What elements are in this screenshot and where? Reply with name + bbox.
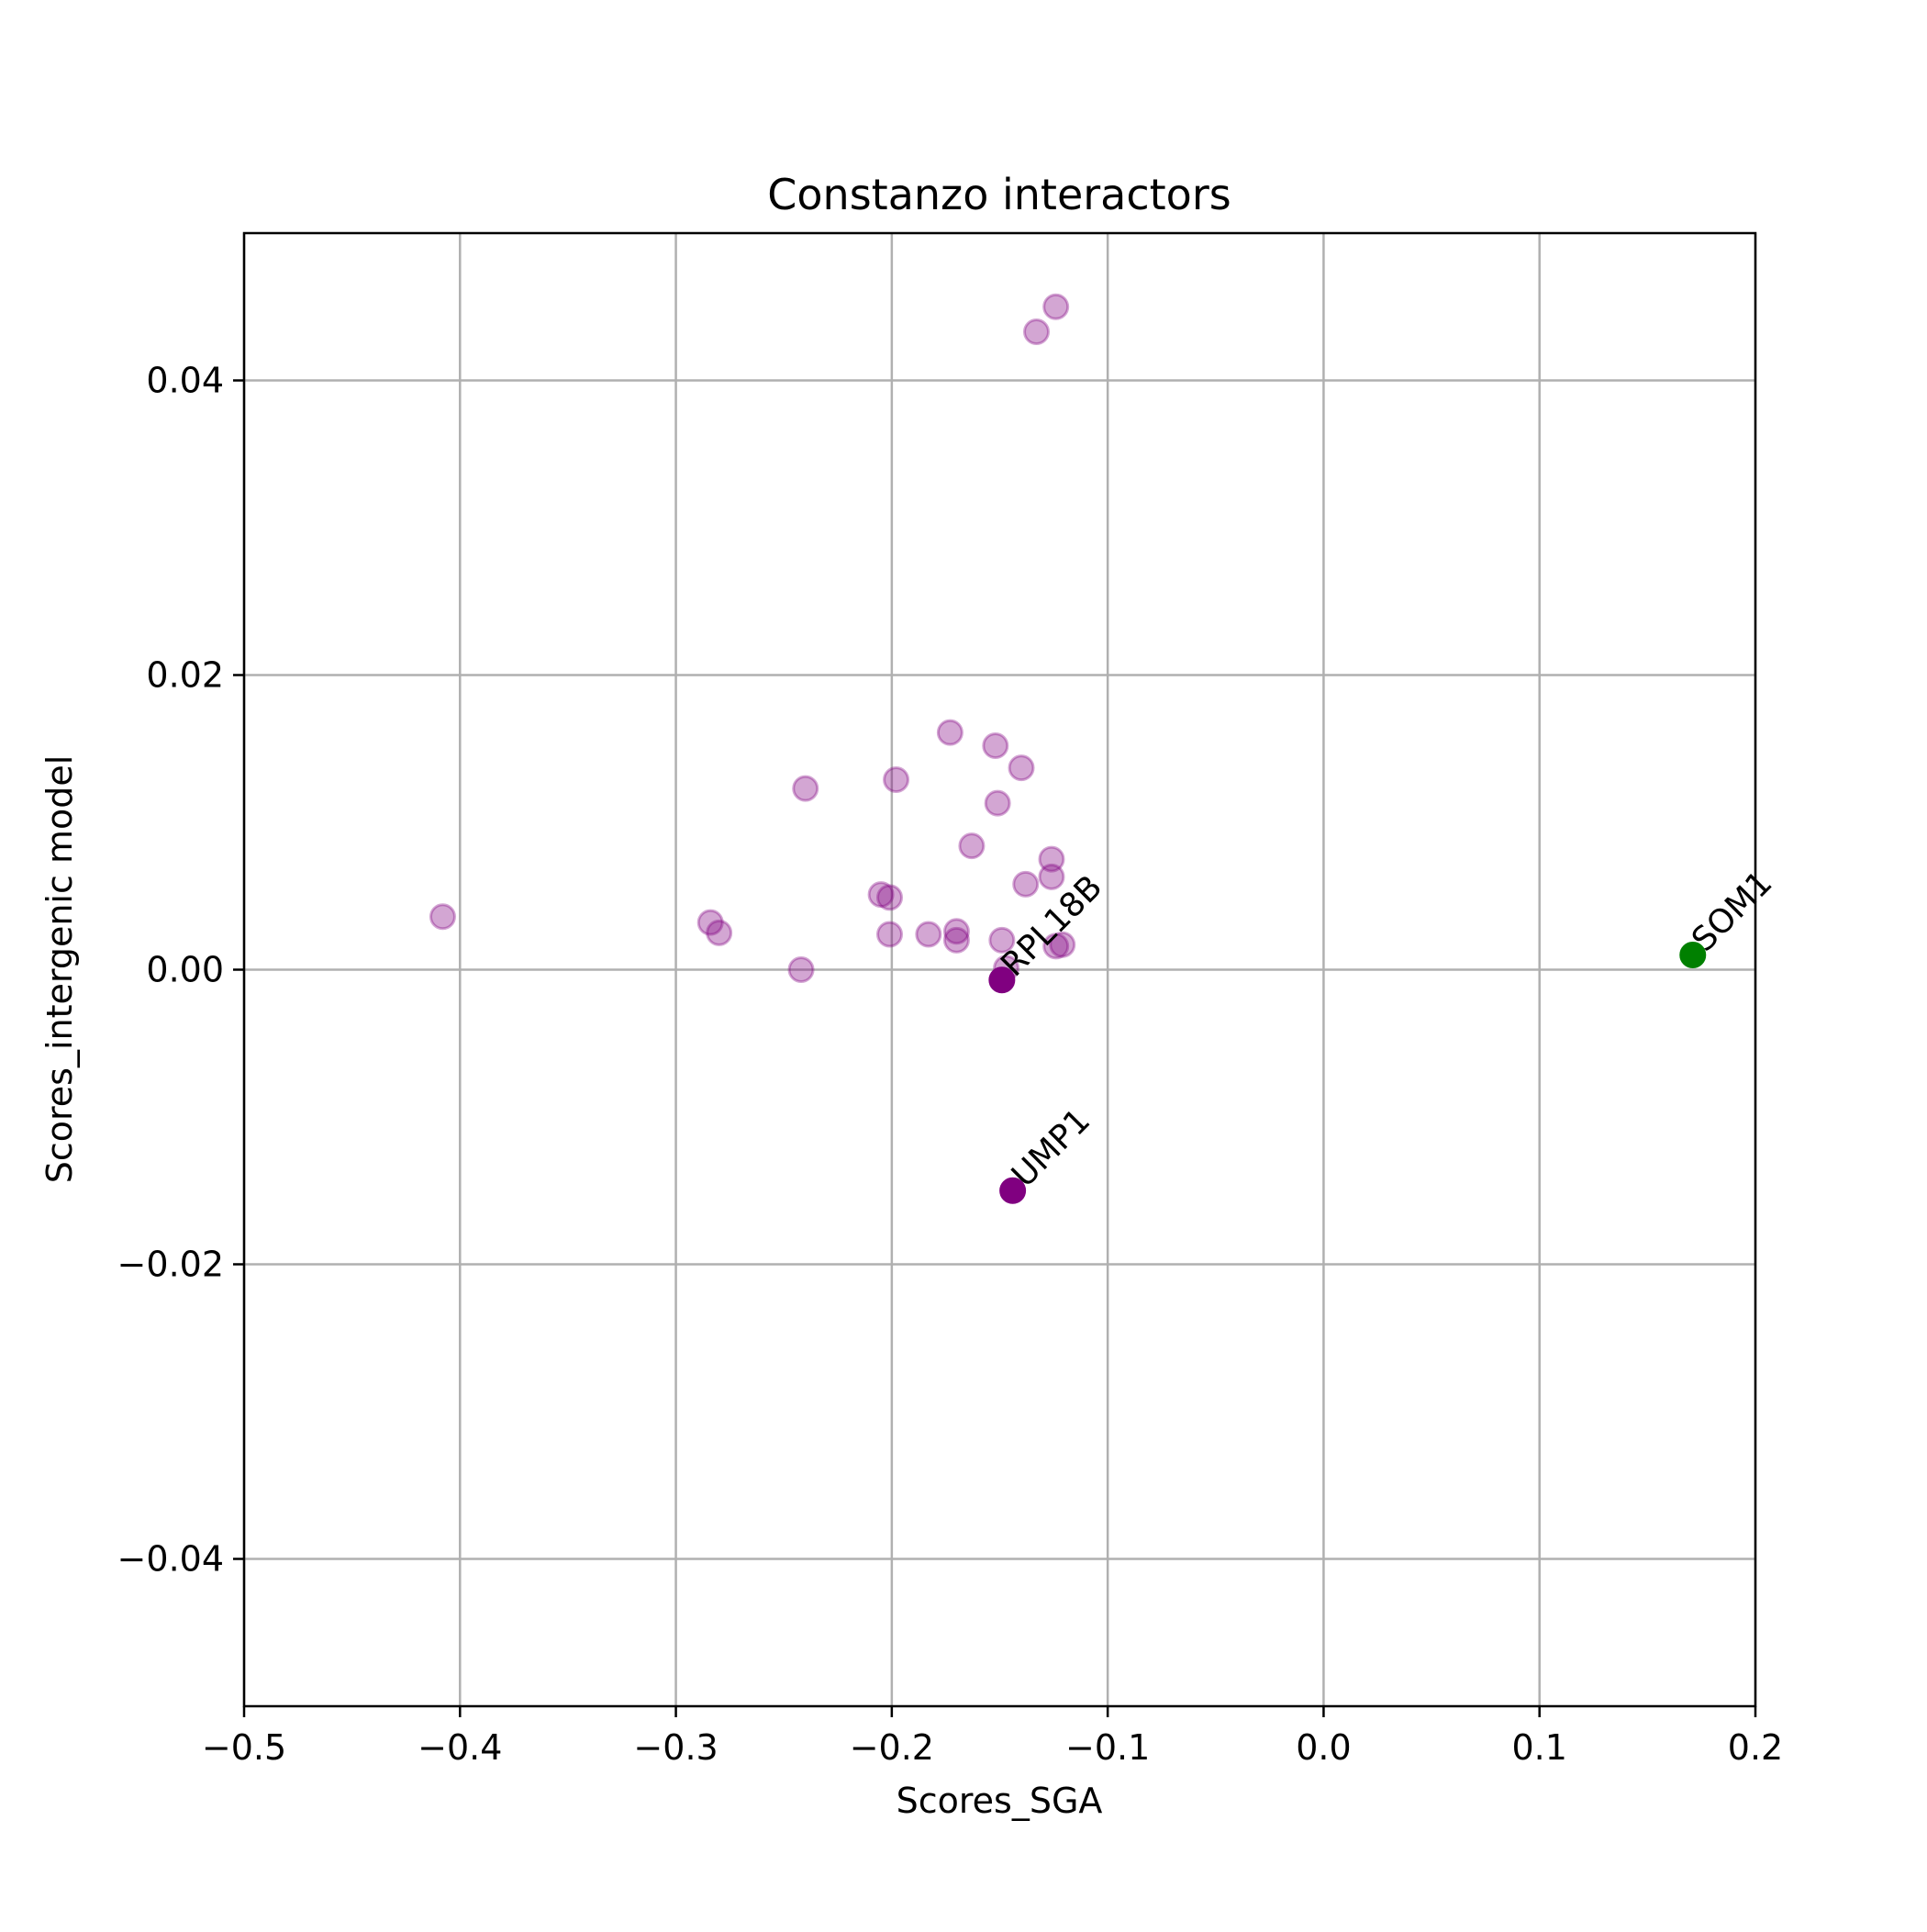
x-tick-label: −0.4 — [418, 1727, 502, 1768]
y-tick-label: −0.02 — [117, 1245, 224, 1285]
data-point — [984, 789, 1011, 817]
data-point — [982, 732, 1009, 760]
data-point — [1042, 932, 1070, 960]
grid-layer — [242, 233, 1757, 1706]
data-point — [787, 956, 815, 983]
data-point — [706, 919, 733, 946]
x-tick-label: −0.2 — [850, 1727, 934, 1768]
data-point — [1022, 318, 1050, 346]
y-tick-label: −0.04 — [117, 1539, 224, 1580]
data-point — [696, 909, 724, 936]
data-point — [936, 719, 964, 746]
x-tick-label: −0.1 — [1065, 1727, 1150, 1768]
data-point — [1008, 754, 1035, 782]
data-point — [1042, 293, 1070, 320]
data-point — [867, 881, 895, 909]
data-point — [792, 775, 819, 802]
highlighted-point — [988, 966, 1016, 994]
data-point — [1038, 845, 1065, 873]
data-point — [958, 832, 986, 860]
x-tick-label: 0.0 — [1296, 1727, 1351, 1768]
data-point — [942, 918, 970, 945]
y-tick-label: 0.02 — [146, 655, 224, 696]
data-point — [876, 921, 904, 948]
x-axis-label: Scores_SGA — [897, 1781, 1103, 1821]
data-point — [1038, 863, 1065, 890]
data-point — [1012, 870, 1040, 898]
highlighted-point — [999, 1177, 1027, 1204]
data-point — [876, 884, 904, 911]
chart-title: Constanzo interactors — [767, 170, 1231, 219]
y-tick-label: 0.00 — [146, 950, 224, 990]
x-tick-label: −0.5 — [202, 1727, 286, 1768]
highlighted-point — [1679, 941, 1707, 968]
points-layer — [429, 293, 1707, 1204]
x-tick-label: −0.3 — [633, 1727, 718, 1768]
y-axis-label: Scores_intergenic model — [39, 755, 80, 1184]
ticks-layer: −0.5 −0.4 −0.3 −0.2 −0.1 0.0 0.1 0.2 −0.04 −0.02 0… — [117, 361, 1784, 1769]
data-point — [915, 921, 942, 948]
data-point — [942, 926, 970, 954]
data-point — [988, 926, 1016, 954]
x-tick-label: 0.2 — [1728, 1727, 1783, 1768]
x-tick-label: 0.1 — [1511, 1727, 1566, 1768]
data-point — [429, 903, 456, 931]
data-point — [1049, 931, 1076, 958]
data-point — [883, 765, 910, 793]
y-tick-label: 0.04 — [146, 361, 224, 401]
